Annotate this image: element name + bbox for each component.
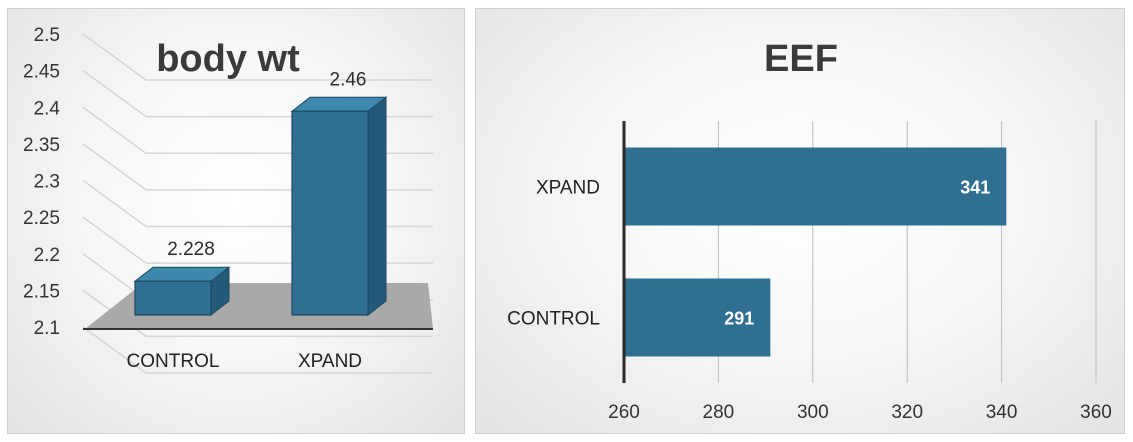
x-tick-label: 280 <box>703 402 735 423</box>
y-tick-label: 2.4 <box>34 98 61 119</box>
bar-front <box>291 110 369 316</box>
y-tick-label: 2.35 <box>23 135 60 156</box>
category-label: XPAND <box>536 178 600 199</box>
y-tick-label: 2.15 <box>23 281 60 302</box>
y-tick-label: 2.2 <box>34 245 60 266</box>
body-wt-chart-panel: 2.1 2.15 2.2 2.25 2.3 2.35 2.4 2.45 2.5 CONTROL X… <box>7 8 465 434</box>
bar <box>624 278 771 357</box>
x-tick-label: 300 <box>797 402 829 423</box>
bar <box>290 96 388 317</box>
gridline <box>82 326 433 374</box>
gridline <box>82 289 433 338</box>
y-tick-label: 2.45 <box>23 62 60 83</box>
data-label: 2.228 <box>167 239 215 260</box>
bar-side <box>367 96 387 317</box>
x-tick-label: 340 <box>986 402 1018 423</box>
data-label: 2.46 <box>330 69 367 90</box>
y-tick-label: 2.5 <box>34 25 60 46</box>
y-tick-label: 2.3 <box>34 172 60 193</box>
x-tick-label: 320 <box>891 402 923 423</box>
gridline <box>82 33 433 81</box>
y-tick-label: 2.25 <box>23 208 60 229</box>
body-wt-chart: 2.1 2.15 2.2 2.25 2.3 2.35 2.4 2.45 2.5 CONTROL X… <box>23 25 433 374</box>
chart-title: EEF <box>764 38 838 80</box>
category-label: CONTROL <box>127 351 220 372</box>
y-tick-label: 2.1 <box>34 318 60 339</box>
chart-title: body wt <box>156 38 300 80</box>
bar-front <box>134 280 212 316</box>
data-label: 291 <box>724 309 754 329</box>
category-label: XPAND <box>298 351 362 372</box>
eef-chart: 260 280 300 320 340 360 CONTROL XPAND 291 341 E… <box>507 38 1112 423</box>
bar <box>624 147 1007 226</box>
x-tick-label: 260 <box>608 402 640 423</box>
eef-chart-panel: 260 280 300 320 340 360 CONTROL XPAND 291 341 E… <box>475 8 1125 434</box>
category-label: CONTROL <box>507 309 600 330</box>
data-label: 341 <box>960 178 990 198</box>
bar <box>133 266 231 317</box>
x-tick-label: 360 <box>1080 402 1112 423</box>
